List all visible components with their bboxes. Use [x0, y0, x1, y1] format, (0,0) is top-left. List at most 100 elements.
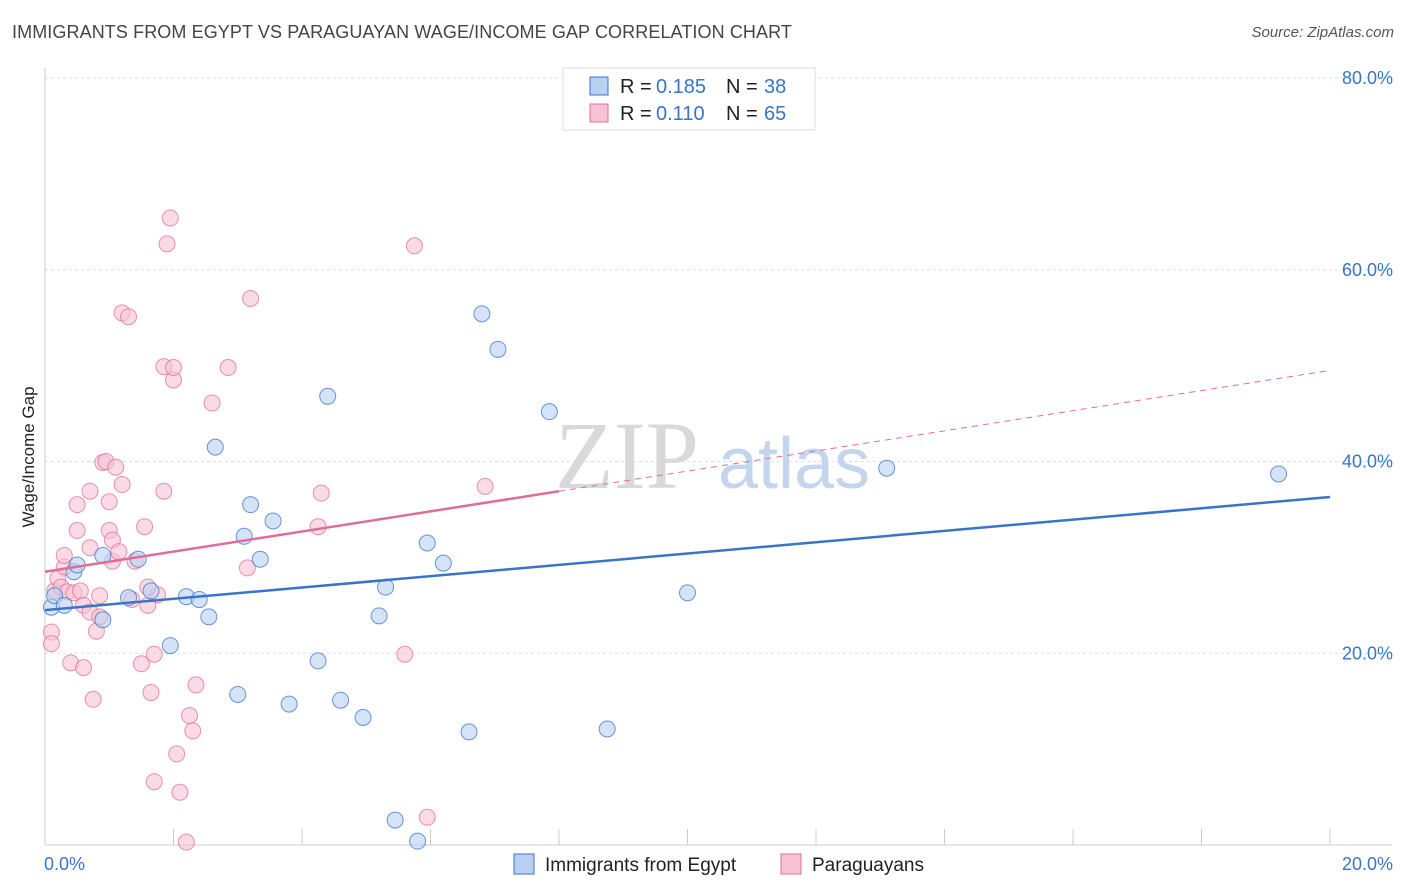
legend-r-label-2: R = [620, 103, 652, 125]
paraguayans-point-24 [100, 493, 118, 511]
grid-lines [45, 77, 1392, 654]
watermark-zip: ZIP [555, 402, 699, 509]
y-tick-label-1: 40.0% [1342, 452, 1393, 472]
bottom-legend-egypt: Immigrants from Egypt [545, 855, 737, 876]
paraguayans-point-32 [120, 308, 138, 326]
egypt-point-22 [319, 387, 337, 405]
axes [44, 68, 1392, 846]
paraguayans-point-38 [142, 684, 160, 702]
paraguayans-point-55 [219, 359, 237, 377]
x-tick-label-1: 20.0% [1342, 854, 1393, 874]
egypt-point-34 [540, 403, 558, 421]
paraguayans-point-44 [158, 235, 176, 253]
egypt-point-36 [679, 584, 696, 602]
source-label: Source: ZipAtlas.com [1251, 24, 1394, 41]
legend-box: R = 0.185 N = 38 R = 0.110 N = 65 [562, 67, 816, 131]
egypt-point-24 [354, 708, 372, 726]
paraguayans-point-59 [312, 484, 330, 502]
egypt-point-2 [55, 596, 73, 614]
paraguayans-trend-line-dashed [558, 369, 1331, 492]
paraguayans-point-36 [136, 518, 154, 536]
paraguayans-point-30 [113, 476, 131, 494]
legend-n-label-1: N = [726, 76, 758, 98]
legend-r-value-1: 0.185 [656, 76, 706, 98]
egypt-point-19 [264, 512, 282, 530]
paraguayans-point-35 [132, 655, 150, 673]
egypt-point-20 [280, 695, 298, 713]
paraguayans-point-47 [165, 359, 182, 377]
watermark-atlas: atlas [718, 424, 870, 504]
egypt-point-23 [332, 691, 350, 709]
paraguayans-point-18 [84, 690, 102, 708]
egypt-point-35 [598, 720, 616, 738]
egypt-point-38 [1270, 465, 1288, 483]
egypt-point-33 [489, 340, 507, 358]
legend-r-label-1: R = [620, 76, 652, 98]
paraguayans-point-43 [155, 482, 173, 500]
egypt-point-37 [878, 459, 896, 477]
paraguayans-point-15 [81, 539, 99, 557]
paraguayans-point-51 [181, 707, 199, 725]
egypt-point-21 [309, 652, 327, 670]
paraguayans-point-52 [184, 722, 202, 740]
paraguayans-point-14 [75, 659, 93, 677]
egypt-point-14 [206, 438, 224, 456]
paraguayans-point-54 [203, 394, 221, 412]
paraguayans-point-10 [68, 522, 86, 540]
paraguayans-point-60 [396, 645, 414, 663]
bottom-legend-swatch-egypt [513, 853, 535, 875]
trend-lines [44, 369, 1331, 612]
paraguayans-point-45 [161, 209, 179, 227]
paraguayans-point-39 [145, 773, 163, 791]
legend-swatch-pink [589, 103, 609, 123]
paraguayans-point-28 [107, 458, 125, 476]
paraguayans-point-1 [42, 635, 60, 653]
egypt-point-18 [251, 550, 269, 568]
egypt-point-28 [409, 832, 427, 850]
egypt-point-30 [434, 554, 452, 572]
paraguayans-point-48 [168, 745, 186, 763]
y-tick-labels: 20.0% 40.0% 60.0% 80.0% [1342, 68, 1393, 663]
paraguayans-point-58 [309, 518, 327, 536]
egypt-point-10 [161, 637, 179, 655]
legend-n-value-2: 65 [764, 103, 786, 125]
egypt-point-31 [460, 723, 478, 741]
paraguayans-point-40 [145, 645, 163, 663]
egypt-point-17 [242, 496, 260, 514]
egypt-trend-line [44, 495, 1331, 612]
paraguayans-point-21 [91, 587, 109, 605]
bottom-legend-swatch-paraguayans [780, 853, 802, 875]
paraguayans-point-61 [405, 237, 423, 255]
egypt-point-15 [229, 685, 247, 703]
paraguayans-point-11 [68, 496, 86, 514]
bottom-legend: Immigrants from Egypt Paraguayans [513, 853, 924, 876]
egypt-point-27 [386, 811, 404, 829]
egypt-point-13 [200, 608, 218, 626]
chart-title: IMMIGRANTS FROM EGYPT VS PARAGUAYAN WAGE… [12, 22, 792, 42]
paraguayans-point-6 [55, 546, 73, 564]
paraguayans-point-63 [476, 477, 494, 495]
paraguayans-point-50 [177, 833, 195, 851]
y-tick-label-3: 80.0% [1342, 68, 1393, 88]
egypt-point-29 [418, 534, 436, 552]
legend-swatch-blue [589, 76, 609, 96]
paraguayans-point-17 [81, 482, 99, 500]
bottom-legend-paraguayans: Paraguayans [812, 855, 924, 876]
egypt-point-9 [142, 582, 160, 600]
x-tick-labels: 0.0% 20.0% [44, 854, 1393, 874]
y-tick-label-0: 20.0% [1342, 643, 1393, 663]
paraguayans-point-57 [238, 559, 256, 577]
data-points [42, 209, 1288, 851]
legend-n-label-2: N = [726, 103, 758, 125]
paraguayans-point-56 [242, 290, 260, 308]
x-tick-label-0: 0.0% [44, 854, 85, 874]
legend-n-value-1: 38 [764, 76, 786, 98]
y-axis-label: Wage/Income Gap [19, 386, 38, 527]
egypt-point-12 [190, 591, 208, 609]
egypt-point-25 [370, 607, 388, 625]
paraguayans-point-62 [418, 808, 436, 826]
paraguayans-point-53 [187, 676, 205, 694]
y-tick-label-2: 60.0% [1342, 260, 1393, 280]
paraguayans-point-49 [171, 783, 189, 801]
